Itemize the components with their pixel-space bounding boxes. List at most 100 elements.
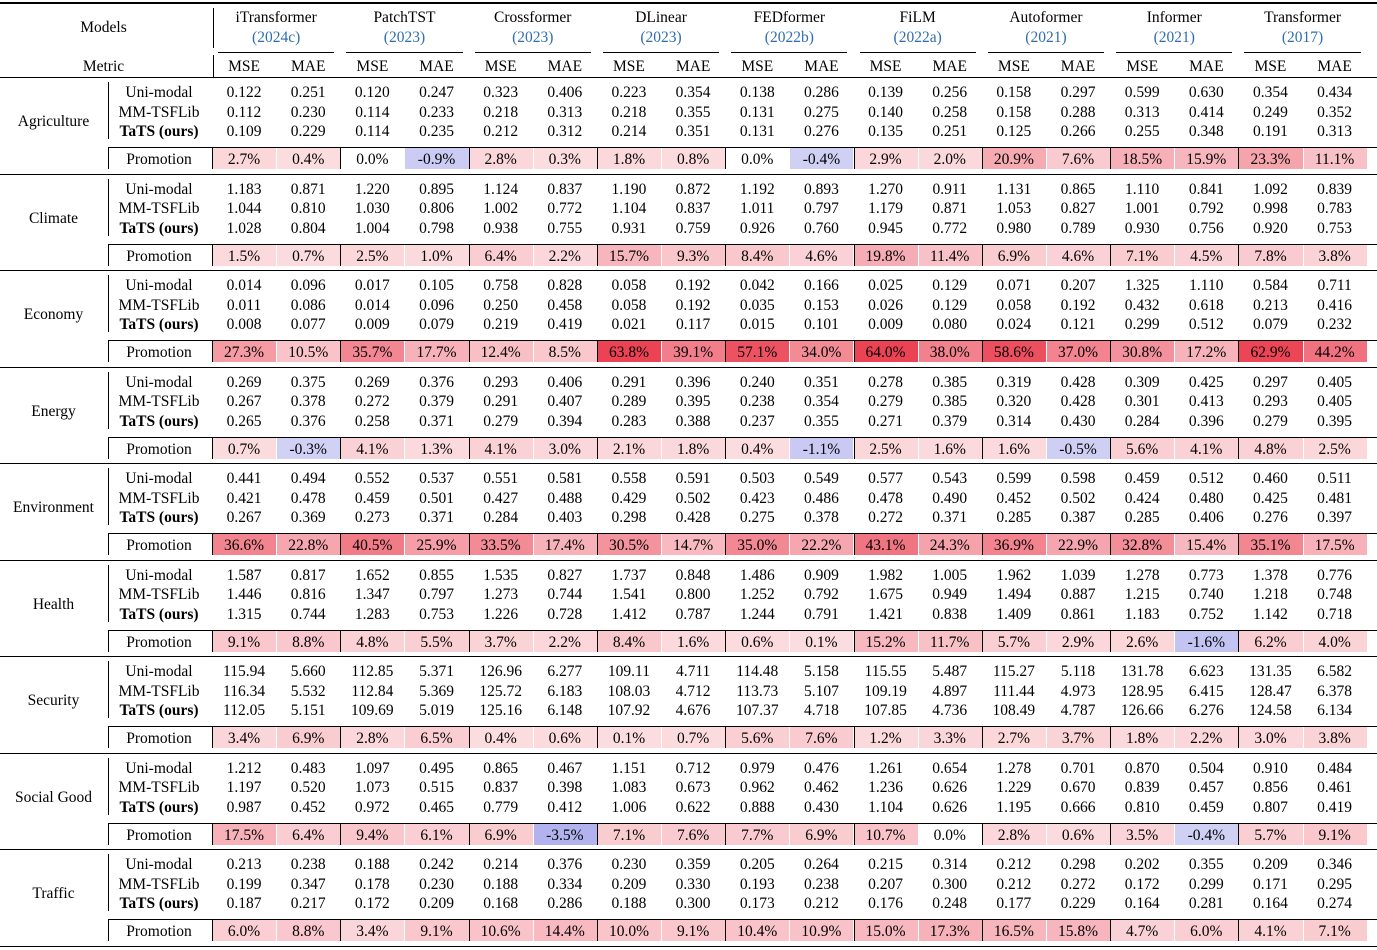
vertical-rule	[725, 148, 727, 169]
value-cell: 125.16	[479, 702, 522, 719]
promotion-cell: 14.7%	[673, 537, 714, 554]
value-cell: 0.285	[1124, 509, 1160, 526]
value-cell: 0.551	[483, 470, 519, 487]
citation-year[interactable]: 2017	[1287, 29, 1319, 46]
value-cell: 0.139	[868, 84, 903, 101]
value-cell: 0.256	[932, 84, 968, 101]
value-cell: 1.535	[483, 566, 519, 584]
value-cell: 0.313	[1124, 103, 1160, 121]
value-cell: 0.109	[226, 123, 262, 140]
value-cell: 0.279	[1253, 412, 1288, 430]
promotion-cell: -0.9%	[417, 151, 456, 168]
promotion-cell: 3.7%	[1061, 730, 1095, 747]
value-cell: 0.416	[1317, 296, 1353, 314]
value-cell: 0.297	[1060, 84, 1096, 101]
promotion-shade	[982, 148, 1046, 169]
value-cell: 0.537	[419, 470, 454, 487]
value-cell: 0.214	[483, 856, 519, 873]
mae-header: MAE	[675, 58, 711, 75]
vertical-rule	[468, 244, 470, 266]
value-cell: 0.209	[1253, 856, 1288, 873]
vertical-rule	[108, 823, 109, 845]
row-label: Uni-modal	[125, 856, 193, 873]
promotion-shade	[469, 148, 533, 169]
vertical-rule	[725, 341, 727, 362]
promotion-shade	[662, 823, 726, 845]
vertical-rule	[340, 727, 342, 748]
value-cell: 107.37	[735, 702, 779, 719]
vertical-rule	[981, 920, 983, 941]
vertical-rule	[596, 437, 598, 459]
promotion-cell: 7.6%	[676, 826, 710, 844]
value-cell: 0.502	[675, 489, 711, 507]
rule-line	[0, 559, 1377, 561]
citation-year[interactable]: 2023	[645, 29, 677, 46]
value-cell: 0.359	[675, 856, 711, 873]
promotion-shade	[405, 727, 469, 748]
value-cell: 0.312	[547, 123, 583, 140]
model-citation: (2023)	[383, 29, 426, 46]
value-cell: 0.412	[547, 798, 583, 816]
citation-year[interactable]: 2021	[1158, 29, 1190, 46]
vertical-rule	[725, 244, 727, 266]
model-citation: (2022b)	[764, 29, 814, 46]
promotion-cell: 4.1%	[1254, 923, 1287, 940]
promotion-cell: 3.4%	[356, 923, 389, 940]
value-cell: 1.347	[354, 586, 390, 603]
promotion-cell: -3.5%	[546, 826, 584, 844]
value-cell: 1.028	[226, 219, 262, 237]
promotion-cell: 2.2%	[548, 247, 581, 265]
promotion-shade	[405, 534, 469, 555]
value-cell: 0.293	[483, 373, 519, 391]
promotion-shade	[1111, 534, 1175, 555]
vertical-rule	[108, 661, 109, 718]
promotion-cell: 2.9%	[1061, 633, 1095, 651]
vertical-rule	[108, 178, 109, 236]
rule-line	[0, 945, 1377, 947]
citation-year[interactable]: 2023	[517, 29, 549, 46]
value-cell: 0.291	[611, 373, 647, 391]
vertical-rule	[108, 275, 109, 332]
citation-year[interactable]: 2023	[388, 29, 420, 46]
citation-year[interactable]: 2022b	[769, 29, 809, 46]
value-cell: 4.787	[1060, 702, 1096, 719]
promotion-shade	[1303, 920, 1367, 941]
value-cell: 0.276	[803, 123, 839, 140]
value-cell: 0.346	[1317, 856, 1353, 873]
value-cell: 0.177	[996, 895, 1032, 912]
value-cell: 0.042	[739, 277, 775, 294]
promotion-cell: 0.7%	[292, 247, 325, 265]
value-cell: 0.058	[996, 296, 1032, 314]
promotion-cell: 35.0%	[737, 537, 778, 554]
value-cell: 0.086	[290, 296, 326, 314]
promotion-shade	[469, 244, 533, 266]
value-cell: 0.140	[868, 103, 903, 121]
value-cell: 0.273	[354, 509, 390, 526]
vertical-rule	[212, 341, 213, 362]
promotion-shade	[597, 534, 662, 555]
promotion-cell: 14.4%	[544, 923, 585, 940]
domain-label: Social Good	[14, 788, 93, 806]
value-cell: 0.755	[547, 219, 583, 237]
value-cell: 0.460	[1253, 470, 1288, 487]
value-cell: 0.295	[1317, 875, 1353, 893]
promotion-cell: 22.9%	[1057, 537, 1099, 554]
value-cell: 0.309	[1124, 373, 1160, 391]
value-cell: 0.865	[1060, 180, 1096, 198]
value-cell: 0.188	[611, 895, 647, 912]
value-cell: 6.183	[547, 682, 583, 700]
value-cell: 1.486	[739, 566, 775, 584]
promotion-shade	[341, 341, 405, 362]
value-cell: 0.266	[1060, 123, 1096, 140]
citation-year[interactable]: 2022a	[898, 29, 937, 46]
row-label: Uni-modal	[125, 84, 193, 101]
citation-year[interactable]: 2021	[1030, 29, 1062, 46]
promotion-cell: 16.5%	[993, 923, 1034, 940]
value-cell: 0.300	[932, 875, 968, 893]
value-cell: 0.178	[354, 875, 390, 893]
promotion-cell: 38.0%	[929, 344, 970, 361]
value-cell: 0.654	[932, 759, 968, 777]
vertical-rule	[1110, 823, 1112, 845]
citation-year[interactable]: 2024c	[257, 29, 296, 46]
value-cell: 4.676	[675, 702, 711, 719]
